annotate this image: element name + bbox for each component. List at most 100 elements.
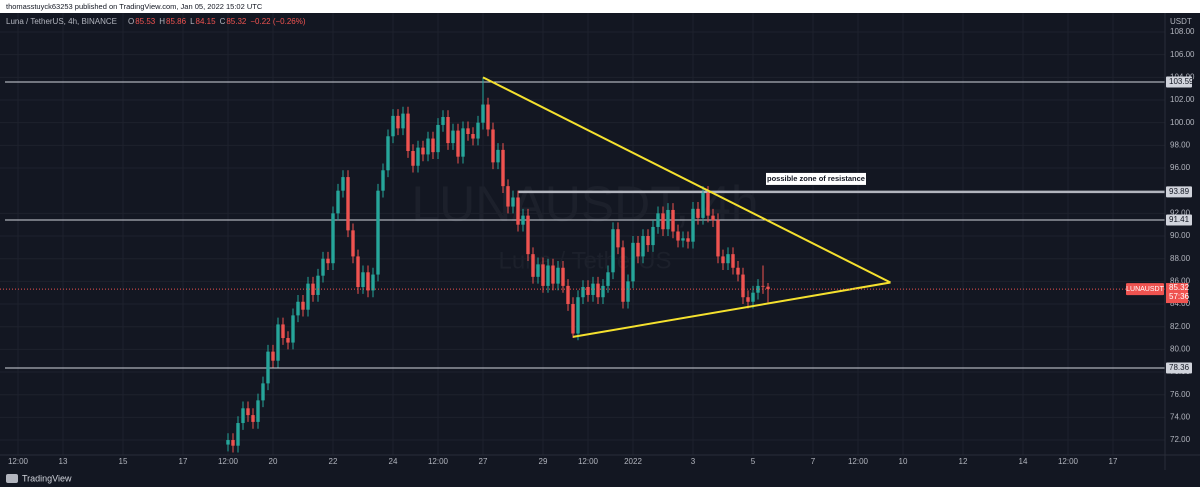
y-tick-label: 98.00 — [1170, 140, 1191, 149]
x-tick-label: 10 — [899, 457, 908, 466]
candle-body — [511, 197, 515, 207]
candle-body — [576, 297, 580, 334]
candle-body — [441, 117, 445, 125]
x-tick-label: 12:00 — [428, 457, 449, 466]
candle-body — [696, 208, 700, 218]
y-tick-label: 88.00 — [1170, 254, 1191, 263]
candle-body — [571, 304, 575, 334]
x-tick-label: 12:00 — [1058, 457, 1079, 466]
annotation-text: possible zone of resistance — [767, 174, 865, 183]
x-tick-label: 24 — [389, 457, 398, 466]
candle-body — [241, 408, 245, 424]
y-tick-label: 102.00 — [1170, 95, 1195, 104]
candle-body — [626, 281, 630, 302]
y-tick-label: 90.00 — [1170, 231, 1191, 240]
candle-body — [446, 117, 450, 144]
ohlc-change: −0.22 (−0.26%) — [250, 17, 305, 26]
candle-body — [476, 122, 480, 139]
candle-body — [661, 213, 665, 230]
candle-body — [646, 236, 650, 246]
candle-body — [346, 177, 350, 231]
candle-body — [501, 149, 505, 187]
candle-body — [726, 254, 730, 264]
candle-body — [541, 264, 545, 286]
candle-body — [461, 128, 465, 157]
candle-body — [616, 229, 620, 248]
candle-body — [676, 231, 680, 241]
candle-body — [496, 149, 500, 163]
candle-body — [581, 287, 585, 298]
candle-body — [506, 186, 510, 207]
x-tick-label: 20 — [269, 457, 278, 466]
candle-body — [751, 292, 755, 302]
candle-body — [746, 297, 750, 302]
top-bar — [0, 0, 1200, 13]
candle-body — [391, 115, 395, 137]
x-tick-label: 15 — [119, 457, 128, 466]
x-tick-label: 12:00 — [578, 457, 599, 466]
candle-body — [261, 383, 265, 401]
y-tick-label: 106.00 — [1170, 50, 1195, 59]
y-tick-label: 100.00 — [1170, 118, 1195, 127]
level-label: 93.89 — [1169, 187, 1190, 196]
x-tick-label: 12:00 — [218, 457, 239, 466]
candle-body — [521, 215, 525, 225]
candle-body — [591, 283, 595, 295]
x-tick-label: 29 — [539, 457, 548, 466]
candle-body — [491, 129, 495, 163]
x-tick-label: 17 — [179, 457, 188, 466]
candle-body — [686, 238, 690, 242]
trendline — [482, 76, 891, 284]
candle-body — [666, 209, 670, 230]
candle-body — [516, 197, 520, 225]
candle-body — [486, 104, 490, 130]
candle-body — [526, 215, 530, 255]
ohlc-value: 85.32 — [226, 17, 247, 26]
annotation-box — [766, 172, 866, 185]
level-label-box — [1166, 186, 1192, 198]
candle-body — [251, 415, 255, 422]
candle-body — [406, 113, 410, 152]
candle-body — [291, 315, 295, 343]
level-label-box — [1166, 76, 1192, 88]
candle-body — [551, 265, 555, 284]
level-label: 78.36 — [1169, 363, 1190, 372]
y-tick-label: 82.00 — [1170, 322, 1191, 331]
candle-body — [556, 267, 560, 284]
candle-body — [681, 238, 685, 241]
candle-body — [426, 138, 430, 155]
candle-body — [466, 128, 470, 135]
candle-body — [231, 440, 235, 446]
y-tick-label: 86.00 — [1170, 276, 1191, 285]
ohlc-value: 84.15 — [196, 17, 217, 26]
candle-body — [671, 209, 675, 232]
candle-body — [316, 275, 320, 295]
plot-area: LUNAUSDT, 4h Luna / TetherUS possible zone… — [0, 13, 1165, 455]
candle-body — [721, 256, 725, 264]
x-tick-label: 7 — [811, 457, 816, 466]
ohlc-key: O — [128, 17, 134, 26]
candle-body — [586, 287, 590, 295]
ohlc-key: C — [220, 17, 226, 26]
candle-body — [416, 147, 420, 166]
candle-body — [596, 283, 600, 298]
ohlc-key: H — [159, 17, 165, 26]
ohlc-value: 85.53 — [135, 17, 156, 26]
ohlc-value: 85.86 — [166, 17, 187, 26]
candle-body — [421, 147, 425, 155]
candle-body — [366, 272, 370, 291]
candle-body — [436, 124, 440, 153]
symbol-header: Luna / TetherUS, 4h, BINANCE — [6, 17, 117, 26]
price-axis-value: 85.32 — [1169, 283, 1190, 292]
candle-body — [641, 236, 645, 257]
y-tick-label: 92.00 — [1170, 208, 1191, 217]
candle-body — [756, 285, 760, 293]
candle-body — [546, 265, 550, 286]
candle-body — [226, 440, 230, 445]
candle-body — [371, 274, 375, 291]
candle-body — [631, 242, 635, 282]
candle-body — [471, 134, 475, 139]
candle-body — [246, 408, 250, 416]
candle-body — [271, 351, 275, 361]
y-tick-label: 76.00 — [1170, 390, 1191, 399]
